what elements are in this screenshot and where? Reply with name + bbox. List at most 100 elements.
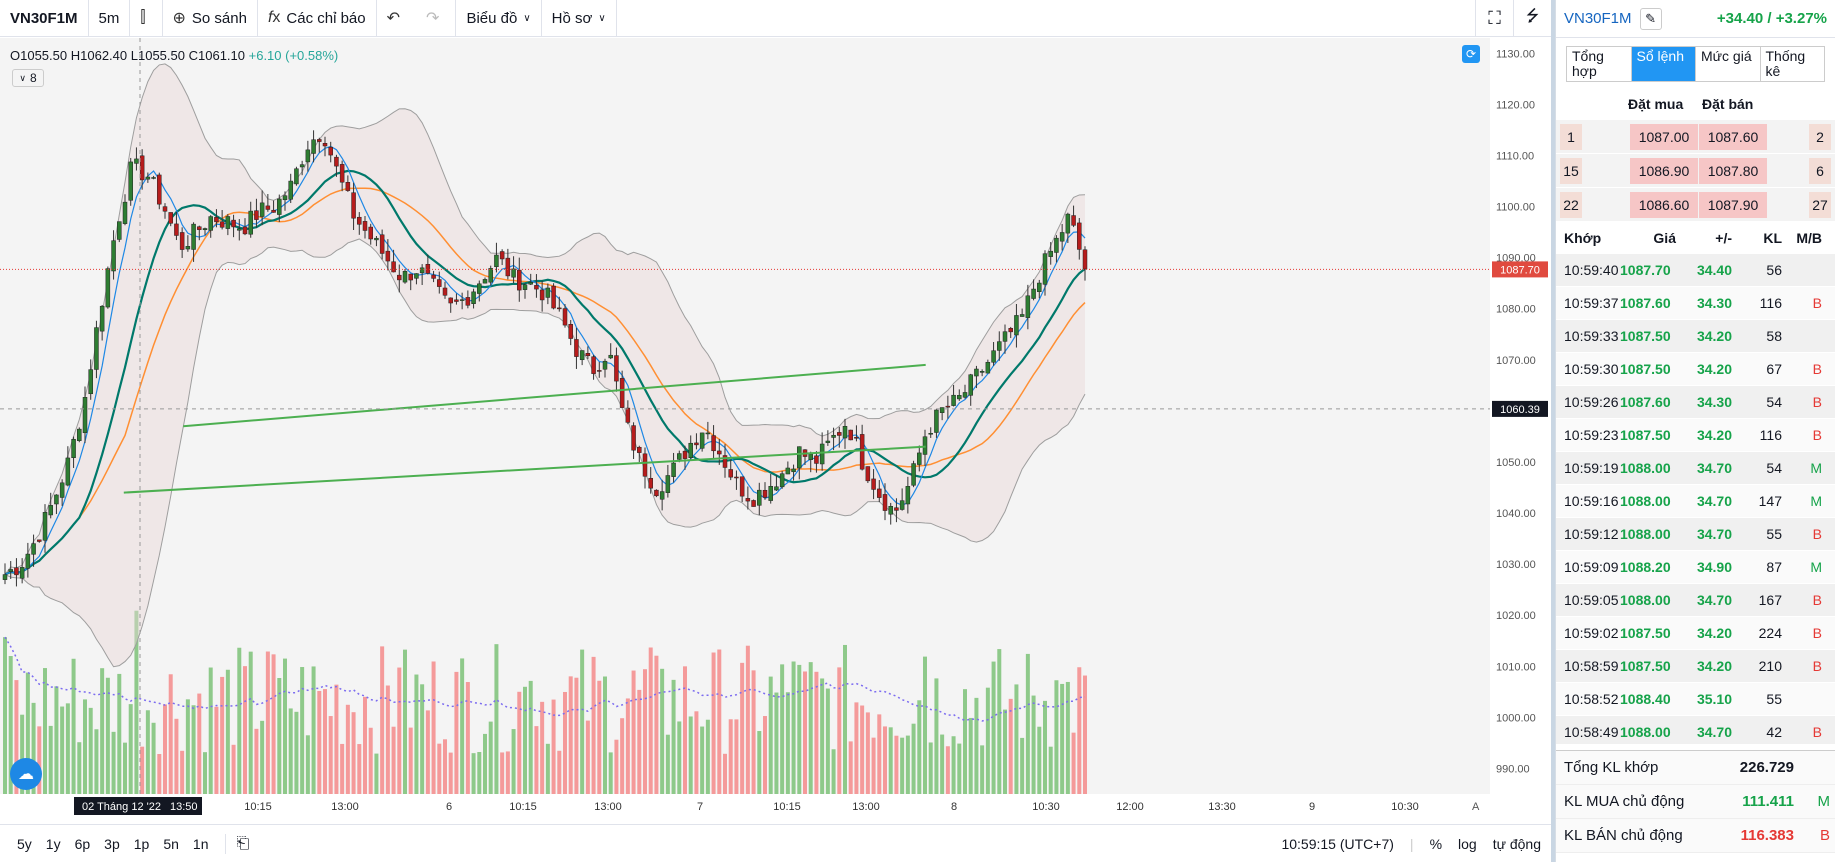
compare-button[interactable]: ⊕ So sánh [163,0,258,37]
ask-price[interactable]: 1087.90 [1699,191,1767,218]
interval-button[interactable]: 5m [89,0,131,37]
candle-body [1014,315,1019,336]
ask-qty[interactable]: 2 [1809,123,1831,150]
bid-price[interactable]: 1086.90 [1630,157,1698,184]
bid-price[interactable]: 1086.60 [1630,191,1698,218]
candle-body [717,450,722,455]
sync-icon[interactable]: ⟳ [1462,45,1480,63]
volume-bar [48,725,53,794]
tab-orderbook[interactable]: Sổ lệnh [1631,47,1696,81]
candle-body [162,206,168,212]
volume-bar [625,698,630,794]
redo-button[interactable]: ↷ [416,0,457,37]
price-axis [1490,38,1551,824]
candle-body [808,454,813,460]
chart-menu-button[interactable]: Biểu đồ ∨ [456,0,542,37]
trades-list[interactable]: 10:59:40 1087.70 34.40 56 10:59:37 1087.60 34.… [1556,254,1835,744]
candle-body [134,158,139,164]
bid-price[interactable]: 1087.00 [1630,123,1698,150]
fullscreen-button[interactable]: ⛶ [1475,0,1513,37]
trade-price: 1087.50 [1620,625,1671,641]
candle-body [671,462,676,477]
candle-body [99,305,105,332]
trade-time: 10:59:19 [1564,460,1619,476]
range-5d[interactable]: 5n [163,835,179,852]
crosshair-price-tag [1492,400,1548,417]
x-tick-label: 13:30 [1208,801,1236,813]
volume-bar [985,687,990,794]
log-toggle[interactable]: log [1458,836,1477,852]
price-chart[interactable]: 1130.001120.001110.001100.001090.001080.… [0,38,1551,824]
auto-toggle[interactable]: tự động [1492,836,1541,852]
candle-body [379,234,385,254]
panel-divider[interactable] [1551,0,1555,862]
x-tick-label: 8 [951,801,957,813]
volume-bar [1065,681,1070,794]
volume-bar [328,716,333,794]
panel-symbol[interactable]: VN30F1M [1564,10,1632,27]
volume-bar [923,656,927,794]
range-1y[interactable]: 1y [45,835,61,852]
chart-pane[interactable] [0,38,1490,794]
share-button[interactable]: ⭍ [1513,0,1551,37]
candle-body [231,219,236,228]
volume-bar [757,731,762,794]
range-6m[interactable]: 6p [74,835,91,852]
range-1d[interactable]: 1n [192,835,209,852]
volume-bar [1025,653,1030,794]
bid-qty[interactable]: 1 [1560,123,1582,150]
indicators-button[interactable]: fx Các chỉ báo [258,0,377,37]
ask-qty[interactable]: 6 [1809,157,1831,184]
volume-bar [191,705,196,794]
ask-price[interactable]: 1087.80 [1699,157,1767,184]
candle-body [779,473,785,488]
change-header: +/- [1715,230,1732,246]
volume-bar [677,721,682,794]
tab-statistics[interactable]: Thống kê [1765,48,1806,79]
percent-toggle[interactable]: % [1429,836,1443,852]
candle-body [328,146,333,156]
total-label: Tổng KL khớp [1564,759,1659,776]
volume-bar [174,718,179,794]
range-3m[interactable]: 3p [104,835,120,852]
candle-body [237,228,242,231]
chart-container[interactable]: 1130.00 1120.00 1110.00 1100.00 1090.00 1080.… [0,38,1551,824]
volume-bar [860,705,865,794]
symbol-search[interactable]: VN30F1M [0,0,89,37]
ask-price[interactable]: 1087.60 [1699,123,1767,150]
indicator-collapse-button[interactable]: ∨ 8 [12,69,44,87]
ask-qty[interactable]: 27 [1809,191,1831,218]
candle-body [608,354,613,359]
range-5y[interactable]: 5y [17,835,32,852]
crosshair-price-label: 1060.39 [1500,404,1540,416]
volume-bar [345,704,350,794]
candle-body [202,228,208,231]
candle-body [25,553,31,569]
volume-bar [37,726,42,794]
range-1m[interactable]: 1p [133,835,150,852]
candle-body [139,155,145,181]
volume-bar [128,704,133,794]
pencil-icon[interactable]: ✎ [1639,7,1662,30]
candle-body [659,491,665,500]
bid-qty[interactable]: 22 [1560,191,1582,218]
profile-menu-button[interactable]: Hồ sơ ∨ [542,0,617,37]
bid-qty[interactable]: 15 [1560,157,1582,184]
undo-button[interactable]: ↶ [377,0,416,37]
candle-body [225,216,231,229]
toolbar-right-group: ⛶ ⭍ [1475,0,1551,37]
x-tick-label: 10:15 [244,801,272,813]
volume-bar [871,737,876,794]
trade-vol: 116 [1759,295,1782,311]
total-row: Tổng KL khớp 226.729 [1556,751,1835,785]
volume-bar [528,680,533,794]
tab-summary[interactable]: Tổng hợp [1567,47,1632,81]
divider [225,833,227,854]
trade-vol: 210 [1758,658,1782,674]
chart-type-button[interactable]: ⫿ [130,0,163,37]
volume-bar [563,691,567,794]
goto-date-icon[interactable]: ⎗ [236,834,250,852]
candle-body [294,168,299,185]
candle-body [939,407,945,413]
tab-price-levels[interactable]: Mức giá [1696,47,1761,81]
